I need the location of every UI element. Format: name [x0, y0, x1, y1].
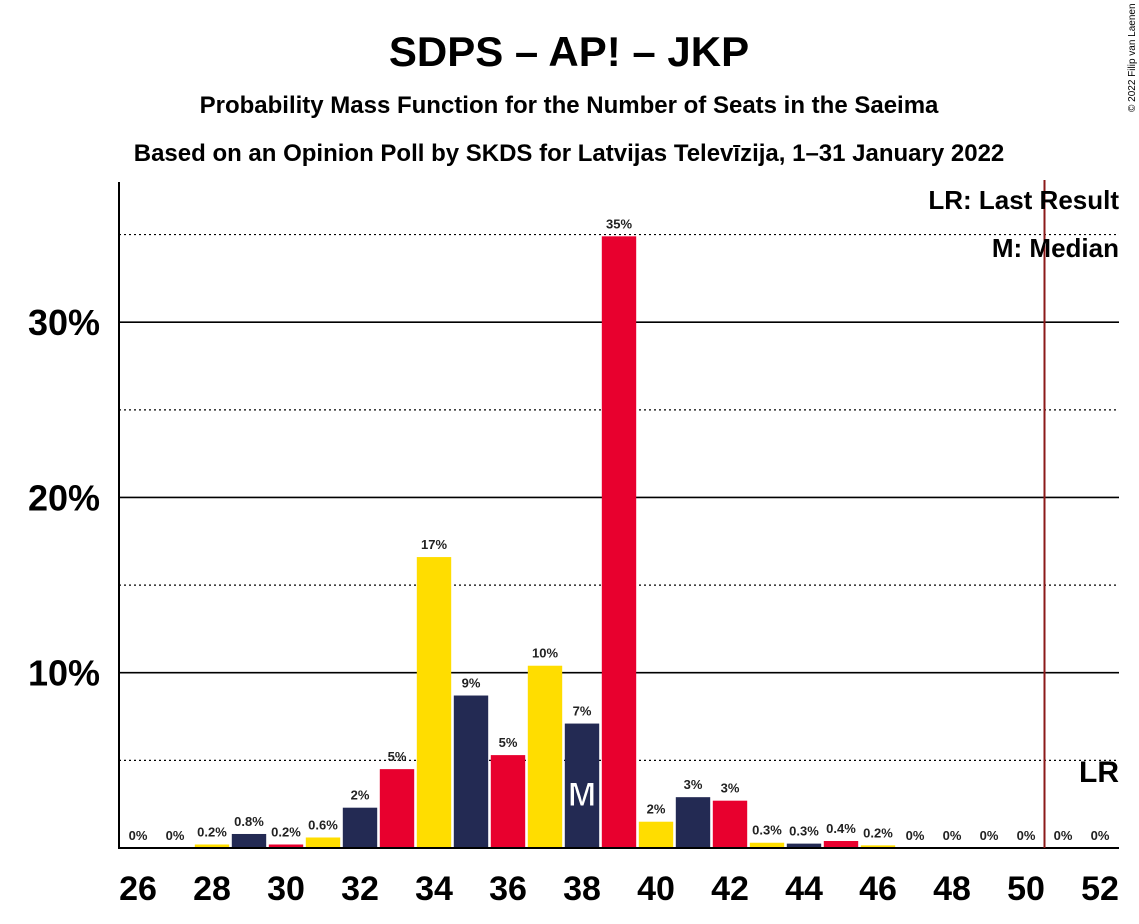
bar: [416, 557, 452, 848]
bar: [675, 797, 711, 848]
data-label: 0.4%: [826, 821, 856, 836]
data-label: 5%: [388, 749, 407, 764]
chart-subtitle-1: Probability Mass Function for the Number…: [200, 92, 939, 119]
bar: [860, 845, 896, 848]
y-tick-label: 30%: [28, 302, 100, 343]
legend-last-result: LR: Last Result: [928, 185, 1119, 215]
data-label: 17%: [421, 537, 447, 552]
x-tick-label: 42: [711, 870, 749, 908]
bar: [786, 843, 822, 848]
data-label: 0%: [943, 828, 962, 843]
x-tick-label: 36: [489, 870, 527, 908]
data-label: 0%: [166, 828, 185, 843]
y-axis-ticks: 10% 20% 30%: [28, 302, 100, 694]
data-label: 10%: [532, 646, 558, 661]
x-tick-label: 46: [859, 870, 897, 908]
data-label: 35%: [606, 216, 632, 231]
data-label: 0%: [129, 828, 148, 843]
data-label: 0.6%: [308, 817, 338, 832]
data-label: 0.2%: [197, 824, 227, 839]
x-tick-label: 50: [1007, 870, 1045, 908]
y-tick-label: 10%: [28, 653, 100, 694]
last-result-marker: LR: [1079, 756, 1119, 789]
bar: [490, 755, 526, 848]
x-tick-label: 28: [193, 870, 231, 908]
bar: [749, 842, 785, 848]
bar: [823, 840, 859, 848]
chart-title: SDPS – AP! – JKP: [389, 28, 749, 75]
bar: [453, 695, 489, 848]
x-axis-ticks: 26 28 30 32 34 36 38 40 42 44 46 48 50 52: [119, 870, 1119, 908]
data-label: 2%: [351, 788, 370, 803]
x-tick-label: 34: [415, 870, 453, 908]
bar: [268, 844, 304, 848]
x-tick-label: 26: [119, 870, 157, 908]
bars: [194, 236, 896, 849]
data-label: 0.3%: [752, 823, 782, 838]
data-label: 0.3%: [789, 824, 819, 839]
data-label: 0.2%: [271, 824, 301, 839]
data-label: 0.2%: [863, 825, 893, 840]
bar: [564, 723, 600, 848]
x-tick-label: 32: [341, 870, 379, 908]
legend-median: M: Median: [992, 233, 1119, 263]
x-tick-label: 52: [1081, 870, 1119, 908]
data-label: 9%: [462, 676, 481, 691]
bar: [231, 833, 267, 848]
x-tick-label: 38: [563, 870, 601, 908]
median-marker: M: [568, 776, 596, 814]
x-tick-label: 40: [637, 870, 675, 908]
bar: [342, 807, 378, 848]
x-tick-label: 44: [785, 870, 823, 908]
data-label: 0%: [1054, 828, 1073, 843]
data-label: 3%: [684, 777, 703, 792]
data-label: 0%: [1017, 828, 1036, 843]
data-label: 3%: [721, 781, 740, 796]
data-label: 5%: [499, 735, 518, 750]
bar: [527, 665, 563, 848]
bar: [194, 844, 230, 848]
data-label: 0%: [1091, 828, 1110, 843]
x-tick-label: 48: [933, 870, 971, 908]
x-tick-label: 30: [267, 870, 305, 908]
bar: [712, 800, 748, 848]
data-label: 7%: [573, 704, 592, 719]
chart-subtitle-2: Based on an Opinion Poll by SKDS for Lat…: [134, 140, 1005, 167]
data-labels: 0% 0% 0.2% 0.8% 0.2% 0.6% 2% 5% 17% 9% 5% 10% 7% 35% 2…: [129, 216, 1110, 843]
bar: [379, 769, 415, 848]
data-label: 0%: [906, 828, 925, 843]
copyright-text: © 2022 Filip van Laenen: [1127, 3, 1138, 112]
y-tick-label: 20%: [28, 477, 100, 518]
bar: [638, 821, 674, 848]
data-label: 2%: [647, 802, 666, 817]
bar: [305, 837, 341, 848]
bar: [601, 236, 637, 849]
data-label: 0%: [980, 828, 999, 843]
data-label: 0.8%: [234, 814, 264, 829]
